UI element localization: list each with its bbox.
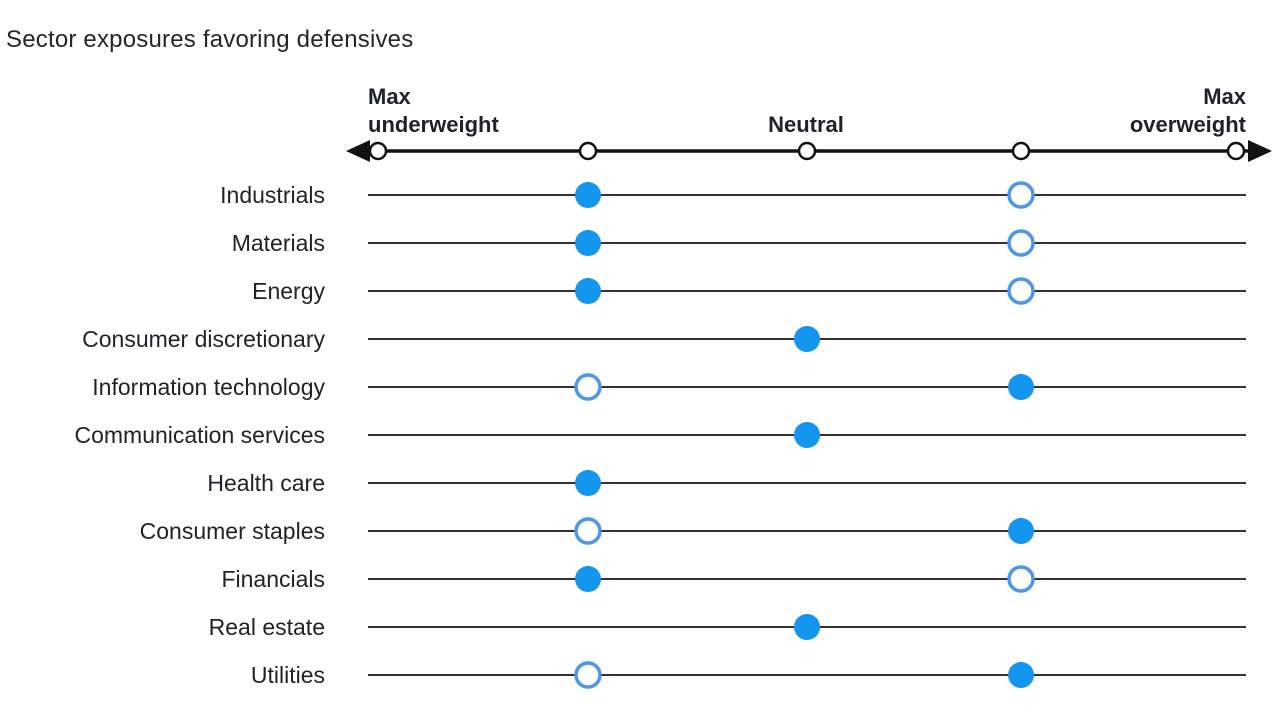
marker-filled-communication-services [794,422,820,448]
arrow-left-icon [346,140,370,162]
marker-open-industrials [1007,181,1035,209]
marker-filled-utilities [1008,662,1034,688]
sector-label-materials: Materials [231,230,325,256]
axis-label-max-overweight: Max overweight [1129,84,1246,137]
marker-filled-information-technology [1008,374,1034,400]
sector-label-information-technology: Information technology [92,374,325,400]
sector-label-consumer-discretionary: Consumer discretionary [82,326,325,352]
arrow-right-icon [1248,140,1272,162]
marker-open-consumer-staples [574,517,602,545]
marker-filled-consumer-discretionary [794,326,820,352]
axis-tick-circle [578,141,598,161]
marker-open-financials [1007,565,1035,593]
sector-label-industrials: Industrials [220,182,325,208]
sector-label-energy: Energy [252,278,325,304]
marker-filled-consumer-staples [1008,518,1034,544]
chart-title: Sector exposures favoring defensives [6,26,414,53]
sector-label-health-care: Health care [207,470,325,496]
axis-label-max-underweight: Max underweight [368,84,499,137]
marker-filled-real-estate [794,614,820,640]
marker-open-information-technology [574,373,602,401]
axis-label-neutral: Neutral [768,112,844,137]
marker-open-materials [1007,229,1035,257]
sector-label-utilities: Utilities [250,662,325,688]
sector-label-financials: Financials [221,566,325,592]
marker-open-utilities [574,661,602,689]
marker-filled-industrials [575,182,601,208]
marker-filled-materials [575,230,601,256]
axis-tick-circle [368,141,388,161]
sector-label-communication-services: Communication services [74,422,325,448]
marker-filled-health-care [575,470,601,496]
marker-filled-financials [575,566,601,592]
sector-label-consumer-staples: Consumer staples [139,518,325,544]
sector-label-real-estate: Real estate [208,614,325,640]
axis-tick-circle [1226,141,1246,161]
axis-tick-circle [1011,141,1031,161]
axis-tick-circle [797,141,817,161]
marker-open-energy [1007,277,1035,305]
marker-filled-energy [575,278,601,304]
